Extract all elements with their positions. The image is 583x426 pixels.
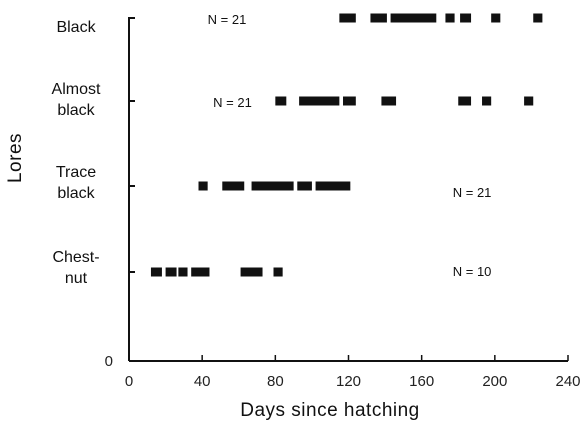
sample-size-labels: N = 21 N = 21 N = 21 N = 10 — [208, 12, 492, 279]
x-tick-label: 80 — [267, 373, 284, 390]
observation-mark — [370, 13, 387, 23]
y-origin-label: 0 — [105, 353, 113, 370]
x-tick-label: 40 — [194, 373, 211, 390]
observation-mark — [150, 267, 162, 277]
sample-size-label: N = 21 — [213, 95, 252, 110]
y-axis-title: Lores — [5, 133, 26, 183]
x-tick-label: 240 — [555, 373, 580, 390]
observation-marks — [150, 13, 543, 277]
observation-mark — [299, 96, 340, 106]
observation-mark — [482, 96, 492, 106]
observation-mark — [273, 267, 283, 277]
observation-mark — [491, 13, 501, 23]
y-category-label: black — [57, 185, 95, 202]
y-category-label: black — [57, 102, 95, 119]
observation-mark — [191, 267, 210, 277]
observation-mark — [343, 96, 356, 106]
y-category-label: Black — [56, 19, 96, 36]
observation-mark — [165, 267, 177, 277]
y-category-labels: Black Almost black Trace black Chest-nut — [52, 19, 101, 287]
x-axis-title: Days since hatching — [240, 400, 420, 421]
x-tick-label: 160 — [409, 373, 434, 390]
observation-mark — [381, 96, 397, 106]
observation-mark — [445, 13, 455, 23]
y-category-label: Chest- — [52, 249, 99, 266]
x-tick-label: 200 — [482, 373, 507, 390]
observation-mark — [222, 181, 245, 191]
sample-size-label: N = 21 — [453, 185, 492, 200]
observation-mark — [315, 181, 351, 191]
y-category-ticks — [129, 100, 135, 273]
observation-mark — [178, 267, 188, 277]
sample-size-label: N = 10 — [453, 264, 492, 279]
x-tick-label: 0 — [125, 373, 133, 390]
observation-mark — [251, 181, 294, 191]
y-category-label: Almost — [52, 81, 101, 98]
observation-mark — [240, 267, 263, 277]
observation-mark — [460, 13, 472, 23]
x-tick-label: 120 — [336, 373, 361, 390]
observation-mark — [524, 96, 534, 106]
observation-mark — [339, 13, 356, 23]
observation-mark — [458, 96, 472, 106]
observation-mark — [275, 96, 287, 106]
y-category-label: Trace — [56, 164, 96, 181]
x-axis-tick-labels: 0 40 80 120 160 200 240 — [125, 373, 581, 390]
observation-mark — [390, 13, 437, 23]
observation-mark — [297, 181, 312, 191]
observation-mark — [533, 13, 543, 23]
observation-mark — [198, 181, 208, 191]
x-axis-ticks — [128, 355, 569, 361]
y-category-label: nut — [65, 270, 88, 287]
sample-size-label: N = 21 — [208, 12, 247, 27]
